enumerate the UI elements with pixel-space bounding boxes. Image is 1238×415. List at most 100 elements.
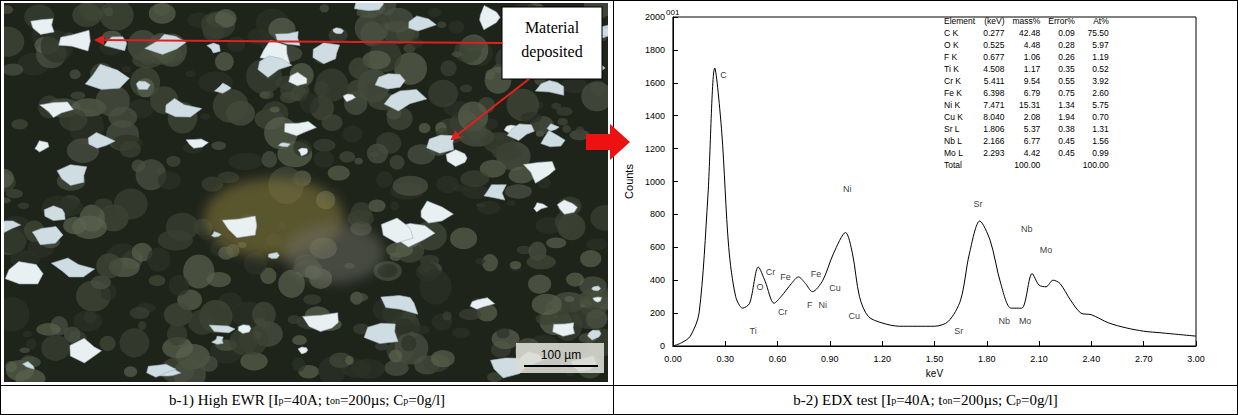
html-text:3.92: 3.92 xyxy=(1092,76,1109,86)
html-text:(keV): (keV) xyxy=(984,16,1005,26)
svg-text:600: 600 xyxy=(650,242,665,252)
svg-text:Mo: Mo xyxy=(1019,316,1032,326)
html-text:b-1) High EWR [Ip=40A; ton=200: b-1) High EWR [Ip=40A; ton=200µs; Cp=0g/… xyxy=(168,391,446,408)
html-text:5.75: 5.75 xyxy=(1092,100,1109,110)
html-text:0.09: 0.09 xyxy=(1058,28,1075,38)
html-text:Element: Element xyxy=(944,16,976,26)
svg-text:400: 400 xyxy=(650,275,665,285)
svg-text:Fe: Fe xyxy=(780,272,791,282)
html-text:0.277: 0.277 xyxy=(983,28,1005,38)
svg-text:O: O xyxy=(757,282,764,292)
svg-text:Mo: Mo xyxy=(1040,245,1053,255)
svg-text:0.00: 0.00 xyxy=(664,354,682,364)
html-text:42.48: 42.48 xyxy=(1019,28,1041,38)
svg-text:2.10: 2.10 xyxy=(1030,354,1048,364)
svg-text:Cu: Cu xyxy=(829,283,841,293)
html-text:1.17: 1.17 xyxy=(1023,64,1041,74)
svg-text:1.50: 1.50 xyxy=(926,354,944,364)
html-text:2.08: 2.08 xyxy=(1023,112,1041,122)
html-text:7.471: 7.471 xyxy=(983,100,1005,110)
html-text:F K: F K xyxy=(944,52,958,62)
html-text:0.38: 0.38 xyxy=(1058,124,1075,134)
svg-text:Material: Material xyxy=(525,19,580,36)
html-text:Ti K: Ti K xyxy=(944,64,959,74)
svg-text:keV: keV xyxy=(926,368,944,379)
svg-text:2.70: 2.70 xyxy=(1135,354,1153,364)
html-text:4.48: 4.48 xyxy=(1023,40,1041,50)
svg-text:Cr: Cr xyxy=(766,267,776,277)
html-text:6.79: 6.79 xyxy=(1023,88,1041,98)
html-text:1.806: 1.806 xyxy=(983,124,1005,134)
svg-text:Nb: Nb xyxy=(998,316,1010,326)
html-text:0.26: 0.26 xyxy=(1058,52,1075,62)
html-text:Sr L: Sr L xyxy=(944,124,960,134)
html-text:1.06: 1.06 xyxy=(1023,52,1041,62)
svg-text:Cr: Cr xyxy=(778,307,788,317)
html-text:0.28: 0.28 xyxy=(1058,40,1075,50)
html-text:Cr K: Cr K xyxy=(944,76,961,86)
svg-text:2.40: 2.40 xyxy=(1083,354,1101,364)
svg-text:0.90: 0.90 xyxy=(821,354,839,364)
svg-text:Ni: Ni xyxy=(843,184,852,194)
svg-text:1400: 1400 xyxy=(645,111,665,121)
svg-text:0.60: 0.60 xyxy=(769,354,787,364)
svg-text:Cu: Cu xyxy=(848,311,860,321)
html-text:1.94: 1.94 xyxy=(1058,112,1075,122)
html-text:C K: C K xyxy=(944,28,959,38)
html-text:4.508: 4.508 xyxy=(983,64,1005,74)
html-text:15.31: 15.31 xyxy=(1019,100,1041,110)
svg-text:1.80: 1.80 xyxy=(978,354,996,364)
html-text:At%: At% xyxy=(1093,16,1109,26)
svg-text:1.20: 1.20 xyxy=(873,354,891,364)
html-text:Ni K: Ni K xyxy=(944,100,961,110)
html-text:75.50: 75.50 xyxy=(1087,28,1109,38)
svg-text:0.30: 0.30 xyxy=(716,354,734,364)
svg-text:Ni: Ni xyxy=(819,300,828,310)
html-text:1.19: 1.19 xyxy=(1092,52,1109,62)
html-text:1.31: 1.31 xyxy=(1092,124,1109,134)
html-text:8.040: 8.040 xyxy=(983,112,1005,122)
svg-text:F: F xyxy=(807,300,813,310)
svg-text:Fe: Fe xyxy=(811,269,822,279)
svg-text:1600: 1600 xyxy=(645,78,665,88)
html-text:2.60: 2.60 xyxy=(1092,88,1109,98)
html-text:Cu K: Cu K xyxy=(944,112,963,122)
html-text:mass%: mass% xyxy=(1012,16,1041,26)
svg-text:1800: 1800 xyxy=(645,45,665,55)
svg-text:3.00: 3.00 xyxy=(1187,354,1205,364)
svg-text:Sr: Sr xyxy=(954,326,963,336)
svg-text:100 µm: 100 µm xyxy=(541,348,581,362)
html-text:5.411: 5.411 xyxy=(983,76,1005,86)
html-text:5.97: 5.97 xyxy=(1092,40,1109,50)
svg-text:001: 001 xyxy=(666,8,680,17)
html-text:0.525: 0.525 xyxy=(983,40,1005,50)
html-text:0.55: 0.55 xyxy=(1058,76,1075,86)
svg-text:Ti: Ti xyxy=(750,326,757,336)
svg-text:200: 200 xyxy=(650,308,665,318)
html-text:Fe K: Fe K xyxy=(944,88,962,98)
svg-text:1200: 1200 xyxy=(645,144,665,154)
svg-text:Nb: Nb xyxy=(1021,224,1033,234)
svg-text:1000: 1000 xyxy=(645,177,665,187)
svg-text:800: 800 xyxy=(650,209,665,219)
html-text:b-2) EDX test [Ip=40A; ton=200: b-2) EDX test [Ip=40A; ton=200µs; Cp=0g/… xyxy=(793,391,1058,408)
svg-text:deposited: deposited xyxy=(521,43,582,61)
html-text:0.75: 0.75 xyxy=(1058,88,1075,98)
html-text:0.52: 0.52 xyxy=(1092,64,1109,74)
svg-text:2000: 2000 xyxy=(645,12,665,22)
html-text:0.70: 0.70 xyxy=(1092,112,1109,122)
html-text:6.398: 6.398 xyxy=(983,88,1005,98)
svg-text:0: 0 xyxy=(660,341,665,351)
html-text:Nb L: Nb L xyxy=(944,136,962,146)
html-text:1.34: 1.34 xyxy=(1058,100,1075,110)
html-text:Error%: Error% xyxy=(1048,16,1075,26)
html-text:O K: O K xyxy=(944,40,959,50)
svg-text:Counts: Counts xyxy=(623,164,635,199)
svg-text:Sr: Sr xyxy=(974,199,983,209)
html-text:0.35: 0.35 xyxy=(1058,64,1075,74)
svg-text:C: C xyxy=(720,70,727,80)
html-text:0.677: 0.677 xyxy=(983,52,1005,62)
html-text:9.54: 9.54 xyxy=(1023,76,1041,86)
html-text:2.166: 2.166 xyxy=(983,136,1005,146)
html-text:5.37: 5.37 xyxy=(1023,124,1041,134)
